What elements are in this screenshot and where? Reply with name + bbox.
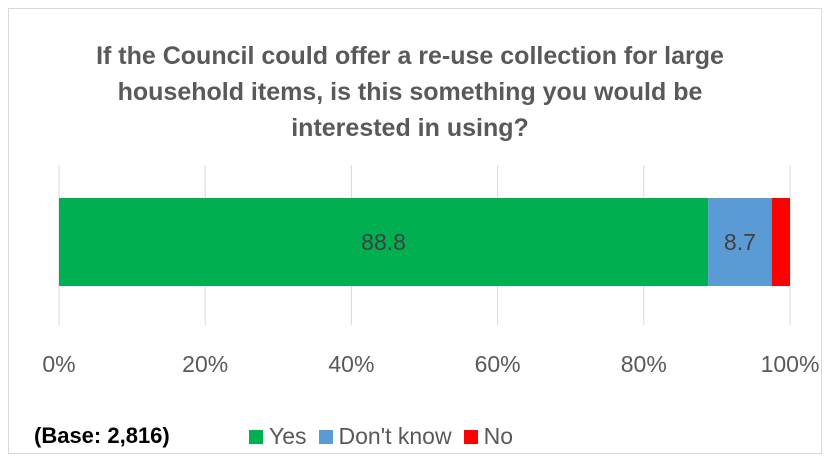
legend-label: No bbox=[483, 423, 513, 449]
legend: Yes Don't know No bbox=[249, 423, 525, 450]
legend-swatch bbox=[463, 429, 478, 444]
base-note: (Base: 2,816) bbox=[34, 423, 170, 448]
legend-swatch bbox=[318, 429, 333, 444]
bar-segment-don-t-know bbox=[708, 198, 772, 286]
x-tick-label: 20% bbox=[182, 351, 228, 377]
legend-item: No bbox=[463, 423, 513, 450]
legend-label: Don't know bbox=[338, 423, 452, 449]
legend-label: Yes bbox=[269, 423, 307, 449]
legend-swatch bbox=[249, 429, 263, 444]
bar-segment-no bbox=[771, 198, 790, 286]
x-tick-label: 60% bbox=[475, 351, 521, 377]
chart-footer: (Base: 2,816) Yes Don't know No bbox=[0, 420, 829, 456]
data-label: 88.8 bbox=[361, 229, 406, 255]
bar-segment-yes bbox=[59, 198, 709, 286]
chart-title: If the Council could offer a re-use coll… bbox=[96, 42, 724, 142]
x-tick-label: 0% bbox=[42, 351, 75, 377]
x-tick-label: 100% bbox=[761, 351, 820, 377]
legend-item: Don't know bbox=[318, 423, 452, 450]
data-label: 8.7 bbox=[724, 229, 756, 255]
x-tick-label: 40% bbox=[328, 351, 374, 377]
x-tick-label: 80% bbox=[621, 351, 667, 377]
legend-item: Yes bbox=[249, 423, 307, 450]
